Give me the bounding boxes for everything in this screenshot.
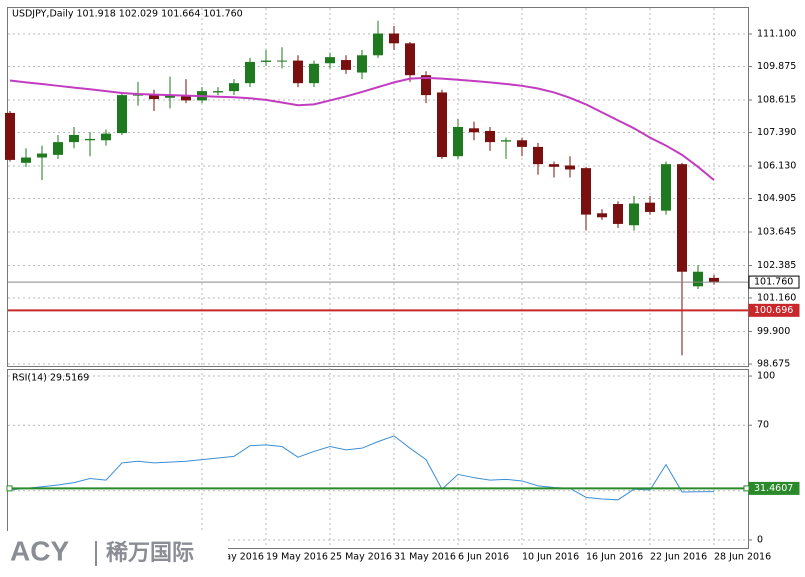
main-panel-frame bbox=[7, 7, 749, 367]
candle-body bbox=[85, 138, 95, 141]
price-tag-box bbox=[748, 303, 800, 317]
y-tick-label: 103.645 bbox=[757, 227, 796, 238]
candle-body bbox=[661, 164, 671, 211]
candle-body bbox=[37, 153, 47, 158]
price-tag-label: 101.760 bbox=[754, 277, 793, 288]
candle-body bbox=[165, 95, 175, 98]
y-tick-label: 70 bbox=[757, 420, 769, 431]
candle-body bbox=[5, 112, 15, 160]
y-tick-label: 108.615 bbox=[757, 95, 796, 106]
candle-body bbox=[341, 60, 351, 70]
watermark-bg bbox=[0, 531, 228, 577]
price-tag-box bbox=[748, 275, 800, 289]
y-tick-label: 104.905 bbox=[757, 193, 796, 204]
watermark: ACY 稀万国际 bbox=[0, 531, 228, 577]
level-handle bbox=[6, 485, 13, 492]
candle-body bbox=[309, 63, 319, 84]
y-tick-label: 111.100 bbox=[757, 29, 796, 40]
y-tick-label: 106.130 bbox=[757, 161, 796, 172]
candle-body bbox=[677, 164, 687, 272]
candle-body bbox=[245, 61, 255, 84]
candle-body bbox=[69, 134, 79, 143]
candle-body bbox=[389, 33, 399, 44]
candle-body bbox=[597, 213, 607, 218]
chart-title: USDJPY,Daily 101.918 102.029 101.664 101… bbox=[12, 9, 243, 20]
moving-average-line bbox=[9, 76, 715, 181]
rsi-panel-frame bbox=[7, 369, 749, 549]
candle-body bbox=[357, 55, 367, 73]
y-tick-label: 101.160 bbox=[757, 293, 796, 304]
candle-body bbox=[629, 203, 639, 226]
candle-body bbox=[709, 277, 719, 283]
candle-body bbox=[437, 92, 447, 157]
candle-body bbox=[277, 60, 287, 62]
x-tick-label: 31 May 2016 bbox=[394, 552, 456, 563]
price-tag-box bbox=[748, 481, 800, 495]
x-tick-label: 22 Jun 2016 bbox=[650, 552, 707, 563]
candle-body bbox=[421, 75, 431, 96]
candle-body bbox=[261, 60, 271, 62]
x-tick-label: 19 May 2016 bbox=[266, 552, 328, 563]
x-tick-label: 25 May 2016 bbox=[330, 552, 392, 563]
y-tick-label: 99.900 bbox=[757, 326, 790, 337]
level-handle bbox=[743, 485, 750, 492]
candle-body bbox=[293, 60, 303, 84]
price-tag-label: 100.696 bbox=[754, 305, 793, 316]
candle-body bbox=[517, 140, 527, 147]
candle-body bbox=[325, 57, 335, 64]
candle-body bbox=[373, 33, 383, 56]
candle-body bbox=[229, 83, 239, 92]
candle-body bbox=[117, 95, 127, 134]
candle-body bbox=[181, 96, 191, 101]
candle-body bbox=[693, 271, 703, 287]
y-tick-label: 102.385 bbox=[757, 260, 796, 271]
rsi-line bbox=[9, 435, 715, 501]
y-tick-label: 107.390 bbox=[757, 127, 796, 138]
x-tick-label: 6 Jun 2016 bbox=[458, 552, 509, 563]
rsi-title: RSI(14) 29.5169 bbox=[12, 373, 89, 384]
candle-body bbox=[501, 140, 511, 142]
candle-body bbox=[581, 168, 591, 215]
candle-body bbox=[453, 126, 463, 157]
candle-body bbox=[565, 165, 575, 170]
candle-body bbox=[469, 128, 479, 133]
candle-body bbox=[485, 130, 495, 143]
x-tick-label: 10 Jun 2016 bbox=[522, 552, 579, 563]
price-tag-label: 31.4607 bbox=[754, 483, 793, 494]
candle-body bbox=[149, 95, 159, 100]
plot-layer: 111.100 109.875 108.615 107.390 106.130 104.9… bbox=[5, 8, 800, 563]
x-tick-label: 13 May 2016 bbox=[202, 552, 264, 563]
candle-body bbox=[613, 203, 623, 224]
y-tick-label: 98.675 bbox=[757, 359, 790, 370]
candle-body bbox=[405, 43, 415, 76]
candle-body bbox=[533, 146, 543, 165]
x-tick-label: 16 Jun 2016 bbox=[586, 552, 643, 563]
candle-body bbox=[549, 164, 559, 167]
watermark-name: 稀万国际 bbox=[106, 540, 194, 566]
y-tick-label: 0 bbox=[757, 534, 763, 545]
candle-body bbox=[53, 142, 63, 155]
candle-body bbox=[21, 157, 31, 163]
x-tick-label: 28 Jun 2016 bbox=[714, 552, 771, 563]
candle-body bbox=[645, 202, 655, 212]
y-tick-label: 100 bbox=[757, 371, 775, 382]
candle-body bbox=[101, 133, 111, 141]
watermark-brand: ACY bbox=[10, 535, 69, 566]
candle-body bbox=[133, 94, 143, 96]
candle-body bbox=[213, 91, 223, 93]
y-tick-label: 109.875 bbox=[757, 61, 796, 72]
